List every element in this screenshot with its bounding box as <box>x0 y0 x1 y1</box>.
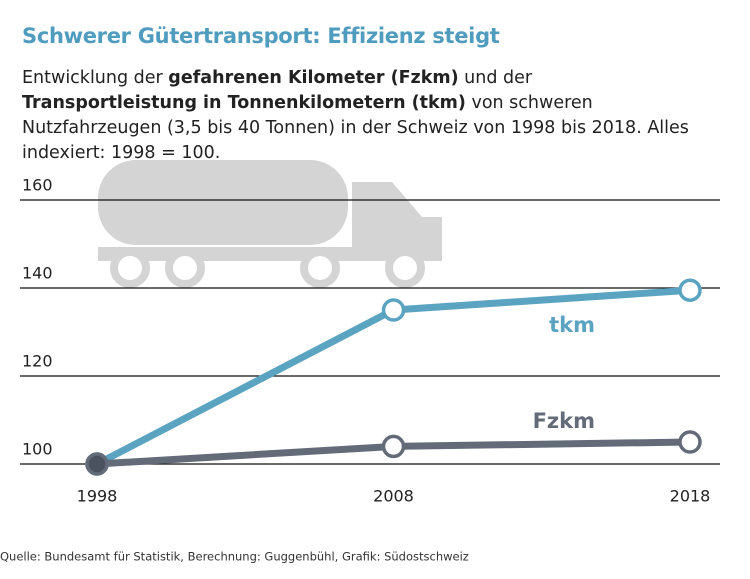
x-tick-label: 2008 <box>373 487 414 506</box>
subtitle-text: gefahrenen Kilometer (Fzkm) <box>168 68 459 88</box>
source-note: Quelle: Bundesamt für Statistik, Berechn… <box>0 550 469 564</box>
chart-title: Schwerer Gütertransport: Effizienz steig… <box>22 24 500 48</box>
data-point <box>381 298 406 322</box>
subtitle-text: Transportleistung in Tonnenkilometern (t… <box>22 93 466 113</box>
y-tick-label: 160 <box>22 176 53 195</box>
data-point <box>85 452 109 476</box>
data-point <box>381 434 406 459</box>
chart-subtitle: Entwicklung der gefahrenen Kilometer (Fz… <box>22 66 712 166</box>
truck-icon <box>98 160 442 288</box>
legend-label: Fzkm <box>533 409 595 433</box>
legend-label: tkm <box>549 313 595 337</box>
data-point <box>678 430 702 454</box>
x-tick-label: 1998 <box>77 487 118 506</box>
y-tick-label: 140 <box>22 264 53 283</box>
subtitle-text: von schweren Nutzfahrzeugen (3,5 bis 40 … <box>22 93 689 163</box>
y-tick-label: 100 <box>22 440 53 459</box>
y-tick-label: 120 <box>22 352 53 371</box>
subtitle-text: und der <box>458 68 533 88</box>
data-point <box>678 278 702 302</box>
x-tick-label: 2018 <box>670 487 711 506</box>
subtitle-text: Entwicklung der <box>22 68 169 88</box>
